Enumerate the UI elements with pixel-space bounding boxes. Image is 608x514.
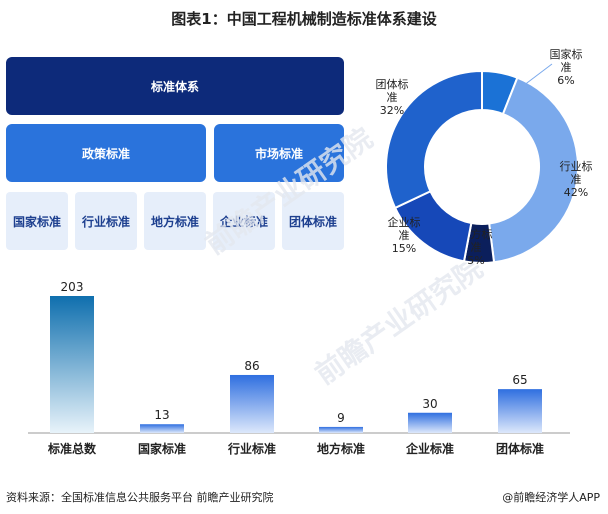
bar (230, 374, 274, 433)
slice-label: 准 (399, 229, 410, 242)
bar (319, 426, 363, 433)
slice-label: 团体标 (376, 77, 409, 91)
slice-label: 准 (561, 61, 572, 74)
slice-percent-label: 15% (392, 242, 416, 255)
bar-value-label: 13 (154, 408, 169, 422)
category-label: 企业标准 (405, 441, 454, 456)
hierarchy-enterprise-standard: 企业标准 (213, 192, 275, 250)
bar-value-label: 9 (337, 411, 345, 425)
slice-label: 准 (571, 173, 582, 186)
category-label: 标准总数 (47, 441, 97, 456)
category-label: 行业标准 (227, 441, 276, 456)
bar (50, 296, 94, 433)
category-label: 地方标准 (317, 441, 365, 456)
bar-value-label: 30 (422, 397, 437, 411)
source-note: 资料来源：全国标准信息公共服务平台 前瞻产业研究院 (6, 491, 274, 504)
bar-value-label: 203 (61, 280, 84, 294)
slice-percent-label: 42% (564, 186, 588, 199)
leader-line (514, 63, 553, 93)
bar (140, 424, 184, 433)
donut-slice (385, 69, 483, 210)
bar (408, 412, 452, 433)
hierarchy-root: 标准体系 (6, 57, 344, 115)
bar-value-label: 86 (244, 359, 259, 373)
hierarchy-policy-standard: 政策标准 (6, 124, 206, 182)
category-label: 国家标准 (138, 441, 186, 456)
brand-credit: @前瞻经济学人APP (502, 491, 600, 504)
slice-label: 国家标 (550, 47, 583, 61)
hierarchy-industry-standard: 行业标准 (75, 192, 137, 250)
bar (498, 389, 542, 433)
slice-label: 准 (471, 241, 482, 254)
slice-percent-label: 5% (467, 254, 484, 267)
slice-label: 行业标 (560, 159, 593, 173)
chart-title: 图表1：中国工程机械制造标准体系建设 (171, 10, 437, 28)
hierarchy-market-standard: 市场标准 (214, 124, 344, 182)
hierarchy-national-standard: 国家标准 (6, 192, 68, 250)
slice-label: 准 (387, 91, 398, 104)
category-label: 团体标准 (496, 441, 544, 456)
hierarchy-local-standard: 地方标准 (144, 192, 206, 250)
slice-percent-label: 32% (380, 104, 404, 117)
bar-chart: 203 标准总数 13 国家标准 86 行业标准 9 地方标准 30 企业标准 65 团体标准 (28, 280, 570, 456)
bar-value-label: 65 (512, 373, 527, 387)
slice-percent-label: 6% (557, 74, 574, 87)
donut-slice (488, 76, 579, 264)
slice-label: 企业标 (388, 215, 421, 229)
hierarchy-group-standard: 团体标准 (282, 192, 344, 250)
